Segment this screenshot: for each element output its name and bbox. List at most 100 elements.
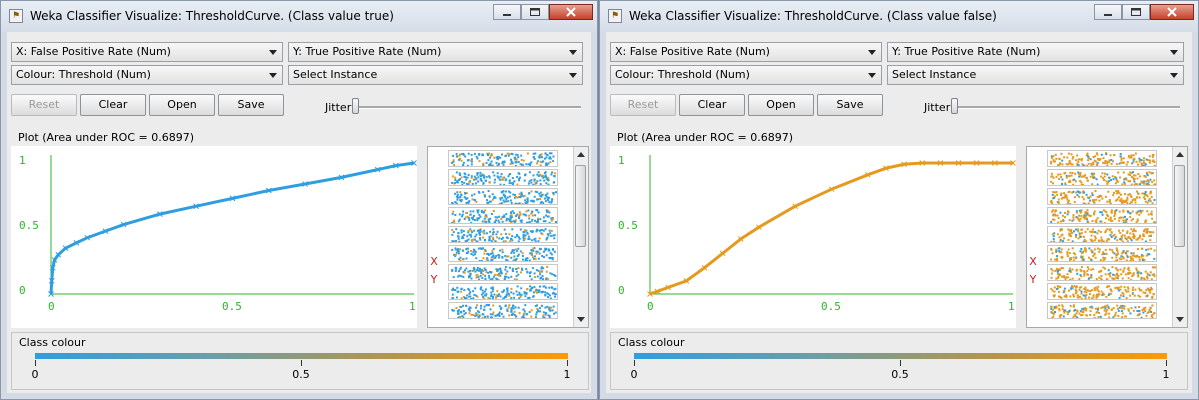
attribute-strip[interactable]: [448, 188, 558, 205]
attribute-strip[interactable]: [1047, 283, 1157, 300]
scroll-up-icon[interactable]: [577, 152, 585, 157]
roc-point: [120, 221, 127, 228]
y-tick-label: 0.5: [618, 219, 638, 232]
save-button[interactable]: Save: [218, 94, 284, 116]
minimize-icon: [503, 14, 511, 16]
reset-button[interactable]: Reset: [11, 94, 77, 116]
scroll-down-icon[interactable]: [577, 317, 585, 322]
x-axis-select-value: X: False Positive Rate (Num): [615, 45, 770, 58]
legend-gradient-bar: [634, 353, 1167, 359]
scroll-thumb[interactable]: [1174, 165, 1185, 247]
attribute-strip[interactable]: [448, 150, 558, 167]
roc-point: [737, 236, 744, 242]
open-button[interactable]: Open: [149, 94, 215, 116]
clear-button[interactable]: Clear: [679, 94, 745, 116]
scroll-up-icon[interactable]: [1176, 152, 1184, 157]
colour-select[interactable]: Colour: Threshold (Num): [610, 65, 882, 85]
instance-select[interactable]: Select Instance: [887, 65, 1184, 85]
jitter-slider-track[interactable]: [359, 106, 581, 109]
y-axis-select[interactable]: Y: True Positive Rate (Num): [288, 42, 583, 62]
jitter-slider-handle[interactable]: [951, 98, 958, 114]
attribute-strip[interactable]: [1047, 207, 1157, 224]
attribute-strip[interactable]: [448, 245, 558, 262]
roc-point: [265, 187, 272, 194]
minimize-button[interactable]: [493, 4, 521, 20]
attribute-strip[interactable]: [448, 226, 558, 243]
minimize-button[interactable]: [1094, 4, 1122, 20]
attribute-strip[interactable]: [1047, 150, 1157, 167]
attribute-strip[interactable]: [448, 264, 558, 281]
attribute-strip-dots: [1050, 285, 1155, 299]
visualize-panel: X: False Positive Rate (Num) Y: True Pos…: [7, 32, 591, 393]
x-axis-select-value: X: False Positive Rate (Num): [16, 45, 171, 58]
title-bar[interactable]: ⚑ Weka Classifier Visualize: ThresholdCu…: [600, 1, 1198, 32]
maximize-button[interactable]: [521, 4, 549, 20]
roc-point: [973, 160, 980, 166]
attribute-strip[interactable]: [1047, 264, 1157, 281]
attribute-panel[interactable]: X Y: [427, 146, 589, 328]
attribute-strip[interactable]: [448, 207, 558, 224]
roc-point: [102, 228, 109, 234]
legend-mid: 0.5: [891, 368, 909, 381]
roc-point: [374, 166, 381, 173]
roc-point: [828, 186, 835, 193]
weka-app-icon: ⚑: [9, 9, 23, 23]
plot-title: Plot (Area under ROC = 0.6897): [617, 131, 794, 144]
plot-area[interactable]: 1 0.5 0 0 0.5 1: [610, 146, 1016, 328]
instance-select[interactable]: Select Instance: [288, 65, 583, 85]
scroll-thumb[interactable]: [575, 165, 586, 247]
x-axis-select[interactable]: X: False Positive Rate (Num): [610, 42, 882, 62]
legend-tick: [301, 360, 302, 366]
attribute-scrollbar[interactable]: [1172, 147, 1187, 327]
attribute-scrollbar[interactable]: [573, 147, 588, 327]
attribute-strip-dots: [451, 266, 557, 280]
attribute-strip[interactable]: [448, 169, 558, 186]
roc-point: [338, 174, 345, 181]
clear-button[interactable]: Clear: [80, 94, 146, 116]
attribute-strip[interactable]: [448, 283, 558, 300]
roc-point: [302, 181, 308, 187]
attribute-panel[interactable]: X Y: [1026, 146, 1188, 328]
attribute-strip[interactable]: [1047, 169, 1157, 186]
save-button[interactable]: Save: [817, 94, 883, 116]
attribute-strip[interactable]: [1047, 245, 1157, 262]
attribute-strip[interactable]: [448, 302, 558, 319]
open-button[interactable]: Open: [748, 94, 814, 116]
legend-tick: [567, 360, 568, 366]
close-button[interactable]: [549, 4, 593, 20]
attribute-strip-dots: [451, 247, 556, 261]
y-axis-select-value: Y: True Positive Rate (Num): [293, 45, 442, 58]
attribute-strip[interactable]: [1047, 188, 1157, 205]
chevron-down-icon: [569, 73, 577, 78]
legend-tick: [634, 360, 635, 366]
colour-select[interactable]: Colour: Threshold (Num): [11, 65, 283, 85]
title-bar[interactable]: ⚑ Weka Classifier Visualize: ThresholdCu…: [1, 1, 597, 32]
legend-mid: 0.5: [292, 368, 310, 381]
x-marker-label: X: [1029, 255, 1037, 268]
maximize-icon: [1131, 8, 1141, 16]
y-tick-label: 1: [618, 154, 625, 167]
x-axis-select[interactable]: X: False Positive Rate (Num): [11, 42, 283, 62]
close-button[interactable]: [1150, 4, 1194, 20]
plot-area[interactable]: 1 0.5 0 0 0.5 1: [11, 146, 417, 328]
scroll-down-icon[interactable]: [1176, 317, 1184, 322]
roc-point: [73, 240, 80, 246]
legend-title: Class colour: [618, 336, 685, 349]
jitter-slider-track[interactable]: [958, 106, 1180, 109]
attribute-strip[interactable]: [1047, 226, 1157, 243]
maximize-button[interactable]: [1122, 4, 1150, 20]
reset-button[interactable]: Reset: [610, 94, 676, 116]
roc-chart: 1 0.5 0 0 0.5 1: [19, 154, 417, 313]
y-axis-select[interactable]: Y: True Positive Rate (Num): [887, 42, 1184, 62]
x-tick-label: 0.5: [222, 300, 242, 313]
x-tick-label: 0.5: [821, 300, 841, 313]
x-marker-label: X: [430, 255, 438, 268]
attribute-strip[interactable]: [1047, 302, 1157, 319]
roc-point: [392, 162, 399, 169]
jitter-slider-handle[interactable]: [352, 98, 359, 114]
plot-title: Plot (Area under ROC = 0.6897): [18, 131, 195, 144]
chevron-down-icon: [1170, 73, 1178, 78]
maximize-icon: [530, 8, 540, 16]
visualize-window-true: ⚑ Weka Classifier Visualize: ThresholdCu…: [0, 0, 598, 400]
y-tick-label: 0: [618, 284, 625, 297]
